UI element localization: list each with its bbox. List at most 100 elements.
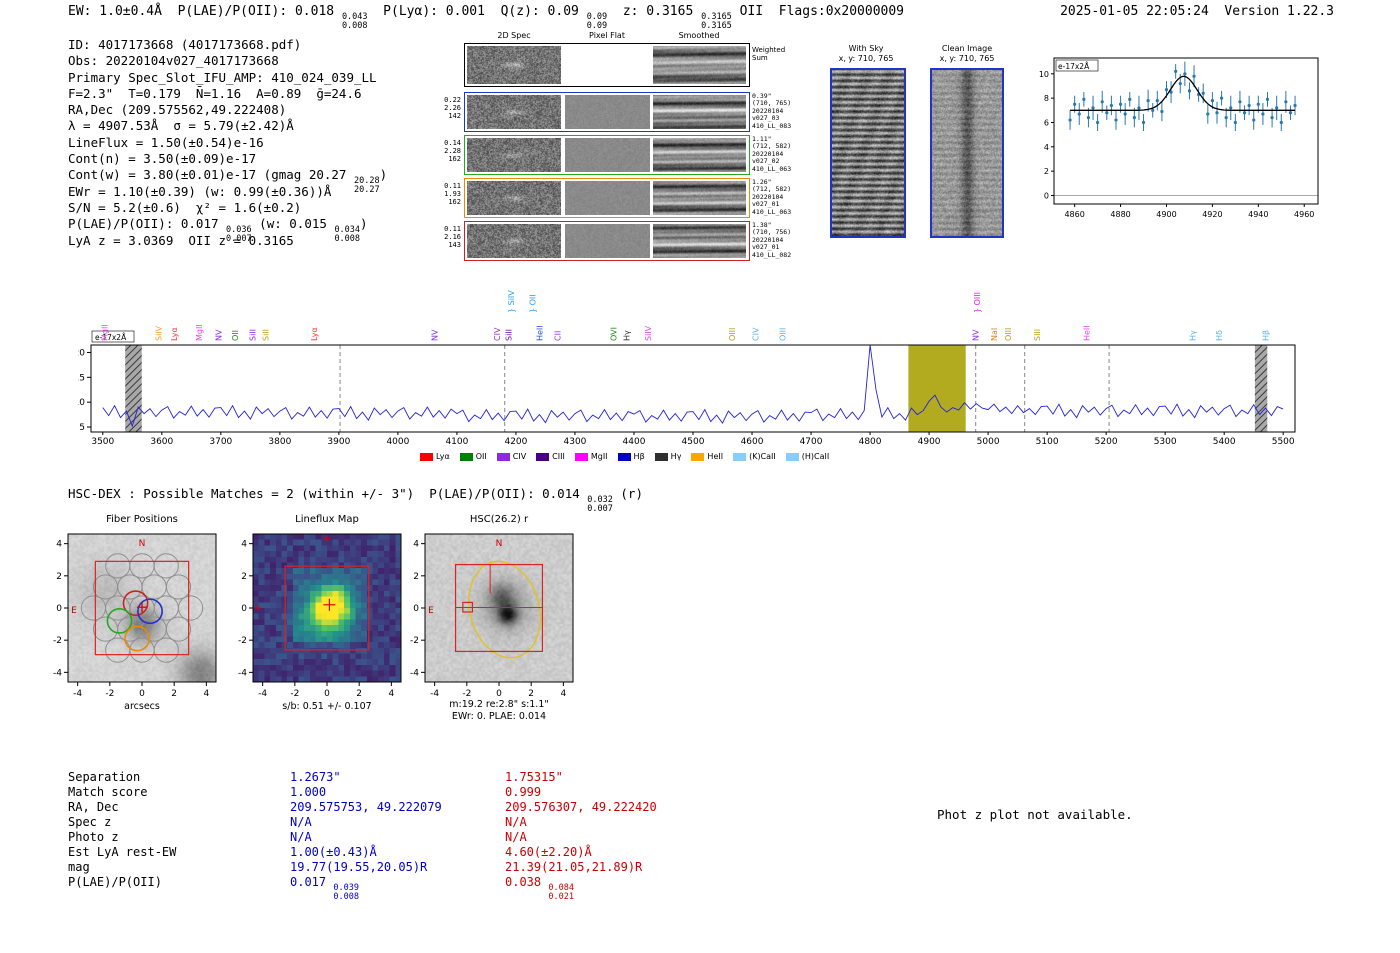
x-tick-label: 0 bbox=[496, 689, 502, 699]
match-value-cell: 209.576307, 49.222420 bbox=[505, 800, 657, 814]
data-point bbox=[1109, 103, 1113, 108]
y-tick-label: 2 bbox=[241, 572, 247, 582]
match-value-cell: 0.038 0.084 0.021 bbox=[505, 875, 574, 902]
legend-item: (K)CaII bbox=[733, 452, 776, 461]
data-point bbox=[1279, 120, 1283, 125]
legend-item: CIV bbox=[496, 452, 526, 461]
fiber-pixelflat-image bbox=[565, 181, 650, 215]
spectrum-legend: Lyα OII CIV CIII MgII Hβ Hγ HeII (K)CaII (H)CaII bbox=[420, 452, 829, 461]
info-line: LineFlux = 1.50(±0.54)e-16 bbox=[68, 135, 387, 151]
emission-line-label: CIV bbox=[493, 327, 502, 341]
text-segment: Cont(n) = 3.50(±0.09)e-17 bbox=[68, 151, 257, 167]
fiber-id-label: 1.38" (710, 756) 20220104 v027_01 410_LL_082 bbox=[752, 221, 822, 259]
text-segment: 1.000 bbox=[290, 785, 327, 799]
fiber-id-line: v027_03 bbox=[752, 114, 780, 123]
text-segment: N/A bbox=[505, 815, 527, 829]
info-line: Obs: 20220104v027_4017173668 bbox=[68, 53, 387, 69]
text-segment: P(Lyα): 0.001 Q(z): 0.09 bbox=[367, 4, 587, 19]
extraction-box bbox=[94, 560, 190, 656]
x-tick-label: 5000 bbox=[977, 437, 1000, 447]
match-value-cell: 1.75315" bbox=[505, 770, 563, 784]
x-tick-label: 4600 bbox=[741, 437, 764, 447]
data-point bbox=[1128, 97, 1132, 101]
text-segment: Obs: 20220104v027_4017173668 bbox=[68, 53, 279, 69]
x-tick-label: 4 bbox=[560, 689, 566, 699]
y-tick-label: -2 bbox=[238, 636, 247, 646]
x-tick-label: 5300 bbox=[1154, 437, 1177, 447]
text-segment: Primary Spec_Slot_IFU_AMP: 410_024_039_L… bbox=[68, 69, 377, 85]
text-segment: ) bbox=[379, 167, 388, 183]
fiber-smoothed-image bbox=[653, 224, 746, 258]
text-segment: 1.00(±0.43)Å bbox=[290, 845, 377, 859]
data-point bbox=[1077, 112, 1081, 116]
fiber-positions-overlay: -4 -4 -2 -2 0 0 2 2 4 4 N E bbox=[53, 533, 217, 699]
y-tick-label: 5 bbox=[79, 423, 85, 433]
data-point bbox=[1164, 88, 1169, 92]
text-segment: 209.576307, 49.222420 bbox=[505, 800, 657, 814]
x-tick-label: 5200 bbox=[1095, 437, 1118, 447]
stacked-uncertainty: 0.034 0.008 bbox=[334, 225, 361, 245]
text-segment: ID: 4017173668 (4017173668.pdf) bbox=[68, 37, 302, 52]
weighted-sum-label-line2: Sum bbox=[752, 54, 768, 62]
data-point bbox=[1233, 120, 1237, 125]
emission-line-label: CIV bbox=[752, 327, 761, 341]
legend-item: HeII bbox=[691, 452, 723, 461]
fiber-circle bbox=[153, 595, 179, 621]
unit-box bbox=[1055, 59, 1099, 72]
fiber-id-line: (710, 756) bbox=[752, 228, 792, 237]
data-point bbox=[1224, 116, 1228, 120]
plot-frame bbox=[90, 344, 1296, 433]
fiber-id-line: 20220104 bbox=[752, 235, 784, 244]
fiber-weights-label: 0.22 2.26 142 bbox=[437, 96, 461, 120]
fiber-weights-label: 0.11 1.93 162 bbox=[437, 182, 461, 206]
fiber-weight-value: 0.11 bbox=[444, 225, 461, 233]
data-point bbox=[1160, 109, 1164, 114]
info-line: ID: 4017173668 (4017173668.pdf) bbox=[68, 37, 387, 53]
text-segment: F=2.3" T=0.179 N̄=1.16 A=0.89 ḡ=24.6 bbox=[68, 85, 362, 101]
fiber-circle bbox=[165, 616, 192, 642]
fiber-weight-value: 2.16 bbox=[444, 233, 461, 241]
x-tick-label: 4100 bbox=[445, 437, 468, 447]
legend-label: Hβ bbox=[633, 452, 645, 461]
x-tick-label: 4400 bbox=[623, 437, 646, 447]
north-label: N bbox=[139, 539, 146, 549]
match-value-cell: N/A bbox=[290, 815, 312, 829]
y-tick-label: -2 bbox=[410, 636, 419, 646]
emission-line-label: MgII bbox=[101, 324, 110, 341]
fiber-smoothed-image bbox=[653, 181, 746, 215]
data-point bbox=[1086, 116, 1091, 120]
match-row-label: Photo z bbox=[68, 830, 119, 844]
data-point bbox=[1105, 111, 1109, 115]
fiber-weight-value: 142 bbox=[448, 112, 461, 120]
fiber-id-line: 1.38" bbox=[752, 221, 772, 229]
hsc-r-overlay: -4 -4 -2 -2 0 0 2 2 4 4 N E bbox=[410, 533, 574, 699]
info-line: LyA z = 3.0369 OII z = 0.3165 bbox=[68, 233, 387, 249]
weighted-sum-row-box bbox=[464, 43, 750, 87]
unit-label: e-17x2Å bbox=[1058, 62, 1090, 71]
data-point bbox=[1114, 118, 1118, 122]
text-segment: 0.038 bbox=[505, 875, 549, 889]
legend-label: Hγ bbox=[670, 452, 682, 461]
x-tick-label: 5500 bbox=[1272, 437, 1295, 447]
emission-line-label: SIII bbox=[1033, 329, 1042, 341]
fiber-circle bbox=[177, 595, 204, 621]
fiber-circle bbox=[117, 574, 143, 600]
match-value-cell: 4.60(±2.20)Å bbox=[505, 845, 592, 859]
info-line: RA,Dec (209.575562,49.222408) bbox=[68, 102, 387, 118]
match-value-cell: 0.999 bbox=[505, 785, 541, 799]
x-tick-label: -4 bbox=[73, 689, 82, 699]
hsc-r-caption2: EWr: 0. PLAE: 0.014 bbox=[451, 711, 547, 722]
text-segment: (r) bbox=[612, 486, 643, 501]
data-point bbox=[1252, 118, 1256, 122]
selected-fiber-circle bbox=[124, 625, 151, 652]
y-tick-label: 2 bbox=[1044, 167, 1049, 176]
col-header-smoothed: Smoothed bbox=[678, 31, 720, 40]
y-tick-label: 2 bbox=[56, 572, 62, 582]
data-point bbox=[1265, 97, 1270, 101]
legend-label: HeII bbox=[707, 452, 724, 461]
fiber-cutout-row-box bbox=[464, 135, 750, 175]
text-segment: ) bbox=[360, 216, 368, 232]
fiber-cutout-row-box bbox=[464, 92, 750, 132]
fiber-weights-label: 0.11 2.16 143 bbox=[437, 225, 461, 249]
selected-fiber-circle bbox=[137, 598, 163, 625]
